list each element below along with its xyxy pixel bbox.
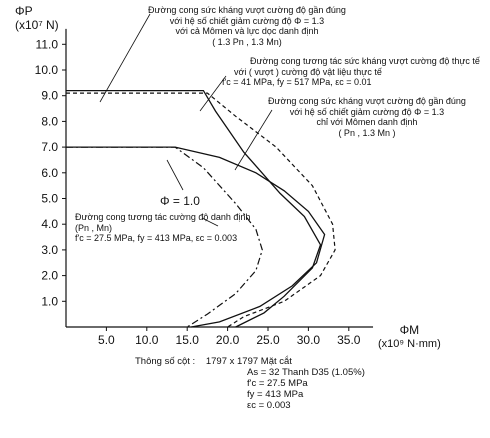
annotation-4-line-2: (Pn , Mn) (75, 222, 113, 233)
leader-annotation-3 (234, 109, 273, 171)
x-tick-label: 5.0 (98, 333, 115, 347)
y-tick-label: 9.0 (41, 89, 58, 103)
ticks: 1.0 2.0 3.0 4.0 5.0 6.0 7.0 8.0 9.0 10.0 11.0 5.0 10… (35, 37, 361, 347)
annotation-1-line-4: ( 1.3 Pn , 1.3 Mn) (212, 36, 282, 47)
leader-phi (166, 159, 184, 191)
x-axis-unit: (x10⁹ N·mm) (378, 338, 441, 350)
annotation-2-line-1: Đường cong tương tác sức kháng vượt cườn… (250, 56, 480, 66)
x-tick-label: 10.0 (135, 333, 159, 347)
annotation-1: Đường cong sức kháng vượt cường độ gần đ… (148, 5, 346, 47)
y-tick-label: 11.0 (36, 37, 59, 51)
curve-series-4 (66, 146, 263, 328)
x-tick-label: 15.0 (176, 333, 200, 347)
annotation-1-line-3: với cả Mômen và lực dọc danh định (175, 26, 319, 36)
annotation-2-line-3: f'c = 41 MPa, fy = 517 MPa, εc = 0.01 (222, 77, 372, 87)
params-header: Thông số cột : 1797 x 1797 Mặt cắt (135, 356, 365, 367)
y-tick-label: 2.0 (41, 269, 58, 283)
y-tick-label: 7.0 (41, 140, 58, 154)
x-axis-label: ΦM (399, 323, 420, 337)
y-tick-label: 3.0 (41, 243, 58, 257)
y-tick-label: 10.0 (35, 63, 59, 77)
annotation-4-line-3: f'c = 27.5 MPa, fy = 413 MPa, εc = 0.003 (75, 233, 238, 243)
leader-annotation-1 (99, 13, 151, 103)
leader-annotation-2 (199, 75, 227, 112)
annotation-2-line-2: với ( vượt ) cường độ vật liệu thực tế (234, 66, 382, 77)
y-axis-label: ΦP (15, 4, 33, 18)
curve-series-2 (66, 92, 336, 328)
params-label: Thông số cột : (135, 356, 196, 367)
curves (66, 89, 336, 328)
annotation-3-line-2: với hệ số chiết giảm cường độ Φ = 1.3 (289, 106, 445, 117)
params-section: 1797 x 1797 Mặt cắt (205, 356, 292, 367)
curve-series-1 (66, 89, 322, 328)
y-tick-label: 4.0 (41, 217, 58, 231)
x-axis-title: ΦM (x10⁹ N·mm) (378, 323, 441, 351)
y-tick-label: 5.0 (41, 192, 58, 206)
x-tick-label: 25.0 (256, 333, 280, 347)
y-axis-title: ΦP (x10⁷ N) (15, 4, 59, 32)
phi-label: Φ = 1.0 (160, 194, 200, 208)
annotation-1-line-2: với hệ số chiết giảm cường độ Φ = 1.3 (169, 15, 325, 26)
annotation-3-line-4: ( Pn , 1.3 Mn ) (338, 127, 396, 138)
params-list: As = 32 Thanh D35 (1.05%) f'c = 27.5 MPa… (135, 367, 365, 411)
y-axis-unit: (x10⁷ N) (15, 18, 59, 32)
annotation-3-line-1: Đường cong sức kháng vượt cường độ gần đ… (268, 96, 466, 106)
column-parameters: Thông số cột : 1797 x 1797 Mặt cắt As = … (135, 356, 365, 411)
params-row-4: εc = 0.003 (247, 400, 291, 411)
annotation-2: Đường cong tương tác sức kháng vượt cườn… (222, 56, 480, 88)
params-row-1: As = 32 Thanh D35 (1.05%) (247, 367, 365, 378)
axes (65, 28, 374, 328)
annotation-4: Đường cong tương tác cường độ danh định … (75, 212, 250, 244)
annotation-3: Đường cong sức kháng vượt cường độ gần đ… (268, 96, 466, 138)
leader-annotation-4 (201, 217, 219, 227)
y-tick-label: 8.0 (41, 114, 58, 128)
y-tick-label: 6.0 (41, 166, 58, 180)
leader-lines (99, 13, 273, 227)
params-row-2: f'c = 27.5 MPa (247, 378, 308, 389)
annotation-4-line-1: Đường cong tương tác cường độ danh định (75, 212, 251, 222)
params-row-3: fy = 413 MPa (247, 389, 304, 400)
y-tick-label: 1.0 (41, 294, 58, 308)
annotation-1-line-1: Đường cong sức kháng vượt cường độ gần đ… (148, 5, 346, 15)
x-tick-label: 35.0 (337, 333, 361, 347)
annotation-3-line-3: chỉ với Mômen danh định (316, 117, 418, 127)
x-tick-label: 30.0 (297, 333, 321, 347)
x-tick-label: 20.0 (216, 333, 240, 347)
curve-series-3 (66, 146, 326, 328)
